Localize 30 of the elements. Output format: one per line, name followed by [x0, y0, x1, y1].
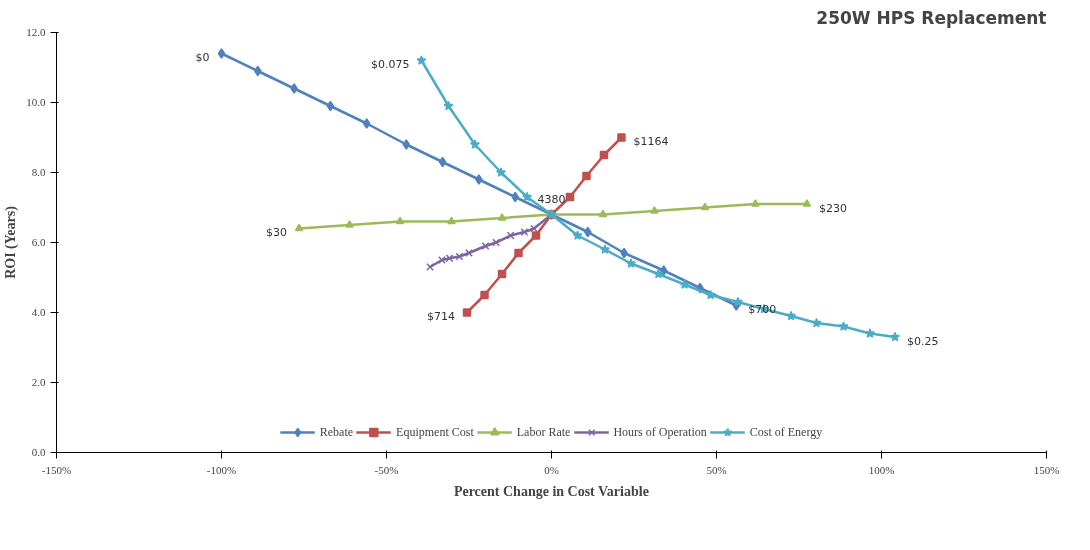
- annotation: $30: [266, 226, 288, 239]
- legend-label: Rebate: [319, 424, 354, 440]
- legend-label: Labor Rate: [516, 424, 571, 440]
- x-tick-label: -50%: [374, 463, 399, 476]
- y-axis-title: ROI (Years): [3, 205, 20, 279]
- x-axis-title: Percent Change in Cost Variable: [453, 483, 649, 499]
- chart-title: 250W HPS Replacement: [816, 7, 1047, 28]
- x-tick-label: 150%: [1033, 463, 1060, 476]
- annotation: 4380: [537, 192, 566, 206]
- y-tick-label: 12.0: [26, 26, 46, 38]
- annotation: $0: [195, 51, 210, 64]
- annotation: $0.075: [370, 58, 410, 71]
- legend-label: Cost of Energy: [749, 424, 823, 440]
- legend-label: Equipment Cost: [396, 424, 474, 440]
- x-tick-label: -100%: [206, 463, 237, 476]
- x-tick-label: -150%: [41, 463, 72, 476]
- y-tick-label: 8.0: [31, 166, 46, 178]
- y-tick-label: 4.0: [31, 306, 46, 318]
- y-tick-label: 6.0: [31, 236, 46, 248]
- y-tick-label: 10.0: [26, 96, 46, 108]
- annotation: $230: [818, 201, 847, 215]
- legend-label: Hours of Operation: [613, 424, 707, 440]
- y-tick-label: 2.0: [31, 376, 46, 388]
- x-tick-label: 0%: [544, 463, 559, 476]
- x-tick-label: 100%: [868, 463, 895, 476]
- y-tick-label: 0.0: [31, 446, 46, 458]
- annotation: $1164: [633, 135, 669, 148]
- annotation: $714: [427, 310, 456, 323]
- x-tick-label: 50%: [706, 463, 727, 476]
- annotation: $0.25: [907, 334, 939, 348]
